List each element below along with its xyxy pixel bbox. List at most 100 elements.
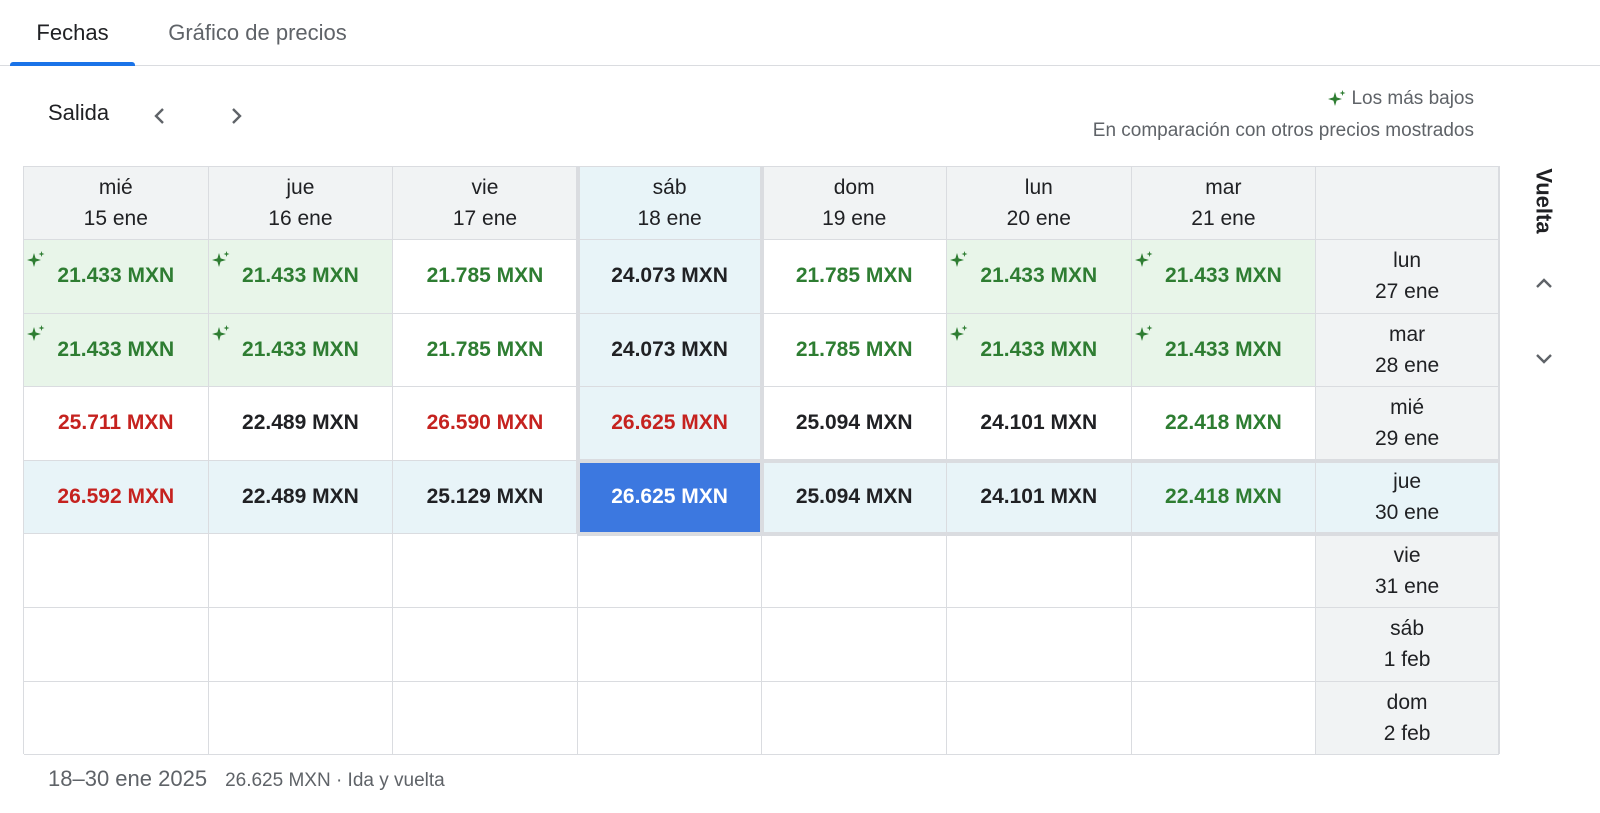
legend-subtitle: En comparación con otros precios mostrad… xyxy=(1092,120,1474,141)
price-cell[interactable]: 25.129 MXN xyxy=(393,460,578,535)
row-day: lun xyxy=(1393,249,1422,273)
price-cell[interactable]: 21.785 MXN xyxy=(393,240,578,314)
price-cell[interactable]: 24.101 MXN xyxy=(947,460,1132,535)
price-value: 24.073 MXN xyxy=(611,337,728,361)
departure-date-header: sáb 18 ene xyxy=(577,167,763,240)
price-value: 21.433 MXN xyxy=(57,264,175,288)
price-cell[interactable]: 24.073 MXN xyxy=(577,313,763,388)
header-date: 20 ene xyxy=(1006,207,1071,230)
price-cell[interactable]: 26.590 MXN xyxy=(393,387,578,461)
empty-price-cell xyxy=(24,681,209,756)
return-date-header: sáb 1 feb xyxy=(1316,608,1499,682)
header-day: jue xyxy=(286,176,315,199)
price-cell[interactable]: 22.489 MXN xyxy=(208,460,394,535)
price-cell[interactable]: 21.433 MXN xyxy=(24,240,209,314)
header-date: 16 ene xyxy=(268,207,333,230)
price-cell[interactable]: 21.433 MXN xyxy=(24,313,209,388)
selected-price-cell[interactable]: 26.625 MXN xyxy=(577,460,763,535)
next-return-week-button[interactable] xyxy=(1522,336,1566,380)
empty-price-cell xyxy=(947,534,1132,608)
price-cell[interactable]: 21.433 MXN xyxy=(947,240,1132,314)
price-cell[interactable]: 21.785 MXN xyxy=(393,313,578,388)
departure-date-header: vie 17 ene xyxy=(393,167,578,240)
selected-row-border xyxy=(577,458,1499,463)
price-cell[interactable]: 25.094 MXN xyxy=(762,460,947,535)
empty-price-cell xyxy=(762,681,947,756)
active-tab-indicator xyxy=(10,62,135,66)
selected-column-border xyxy=(575,167,580,535)
empty-price-cell xyxy=(1131,681,1317,756)
previous-week-button[interactable] xyxy=(138,94,182,138)
row-date: 1 feb xyxy=(1383,648,1431,672)
previous-return-week-button[interactable] xyxy=(1522,262,1566,306)
legend-title: Los más bajos xyxy=(1351,88,1474,109)
price-cell[interactable]: 22.418 MXN xyxy=(1131,460,1317,535)
empty-price-cell xyxy=(1131,534,1317,608)
empty-price-cell xyxy=(208,534,394,608)
header-date: 15 ene xyxy=(83,207,148,230)
price-cell[interactable]: 24.073 MXN xyxy=(577,240,763,314)
return-label: Vuelta xyxy=(1524,166,1564,236)
selected-column-border xyxy=(760,167,765,535)
price-cell[interactable]: 21.433 MXN xyxy=(208,313,394,388)
price-cell[interactable]: 26.592 MXN xyxy=(24,460,209,535)
price-cell[interactable]: 21.433 MXN xyxy=(208,240,394,314)
row-date: 28 ene xyxy=(1374,353,1440,377)
departure-date-header: dom 19 ene xyxy=(762,167,947,240)
chevron-right-icon xyxy=(232,108,242,124)
next-week-button[interactable] xyxy=(214,94,258,138)
header-day: mar xyxy=(1205,176,1242,199)
header-day: mié xyxy=(98,176,133,199)
price-cell[interactable]: 21.785 MXN xyxy=(762,313,947,388)
price-value: 21.433 MXN xyxy=(242,337,359,361)
header-day: dom xyxy=(833,176,875,199)
sparkle-icon xyxy=(1328,90,1346,106)
sparkle-icon xyxy=(949,324,969,344)
departure-date-header: mié 15 ene xyxy=(24,167,209,240)
price-value: 21.433 MXN xyxy=(1165,264,1282,288)
price-value: 24.073 MXN xyxy=(611,264,728,288)
price-date-grid: mié 15 ene jue 16 ene vie 17 ene sáb 18 ene dom 1… xyxy=(23,166,1500,756)
tab-fechas[interactable]: Fechas xyxy=(36,20,109,45)
return-date-header: lun 27 ene xyxy=(1316,240,1499,314)
sparkle-icon xyxy=(26,324,46,344)
price-value: 25.711 MXN xyxy=(58,411,174,435)
sparkle-icon xyxy=(211,250,231,270)
price-value: 21.785 MXN xyxy=(426,337,544,361)
price-cell[interactable]: 22.418 MXN xyxy=(1131,387,1317,461)
empty-price-cell xyxy=(208,681,394,756)
price-value: 26.625 MXN xyxy=(611,485,728,509)
return-date-header: jue 30 ene xyxy=(1316,460,1499,535)
row-day: jue xyxy=(1393,470,1422,494)
return-date-header: dom 2 feb xyxy=(1316,681,1499,756)
selected-date-range: 18–30 ene 2025 xyxy=(48,766,208,791)
price-value: 22.418 MXN xyxy=(1165,411,1282,435)
price-cell[interactable]: 25.711 MXN xyxy=(24,387,209,461)
selected-price-summary: 26.625 MXN · Ida y vuelta xyxy=(225,770,445,791)
row-day: vie xyxy=(1393,543,1421,567)
empty-price-cell xyxy=(208,608,394,682)
price-value: 22.489 MXN xyxy=(242,485,359,509)
header-day: lun xyxy=(1024,176,1053,199)
tab-grafico-de-precios[interactable]: Gráfico de precios xyxy=(168,20,347,45)
price-cell[interactable]: 26.625 MXN xyxy=(577,387,763,461)
empty-price-cell xyxy=(24,608,209,682)
empty-price-cell xyxy=(947,608,1132,682)
empty-price-cell xyxy=(577,534,763,608)
price-cell[interactable]: 21.785 MXN xyxy=(762,240,947,314)
chevron-up-icon xyxy=(1536,278,1552,288)
price-cell[interactable]: 22.489 MXN xyxy=(208,387,394,461)
empty-price-cell xyxy=(393,608,578,682)
price-cell[interactable]: 21.433 MXN xyxy=(1131,240,1317,314)
row-date: 29 ene xyxy=(1374,427,1440,451)
row-date: 2 feb xyxy=(1383,721,1431,745)
price-cell[interactable]: 21.433 MXN xyxy=(947,313,1132,388)
empty-price-cell xyxy=(24,534,209,608)
return-date-header: mié 29 ene xyxy=(1316,387,1499,461)
price-cell[interactable]: 21.433 MXN xyxy=(1131,313,1317,388)
grid-corner xyxy=(1316,167,1499,240)
header-date: 19 ene xyxy=(822,207,887,230)
price-cell[interactable]: 24.101 MXN xyxy=(947,387,1132,461)
price-cell[interactable]: 25.094 MXN xyxy=(762,387,947,461)
departure-label: Salida xyxy=(48,100,110,125)
